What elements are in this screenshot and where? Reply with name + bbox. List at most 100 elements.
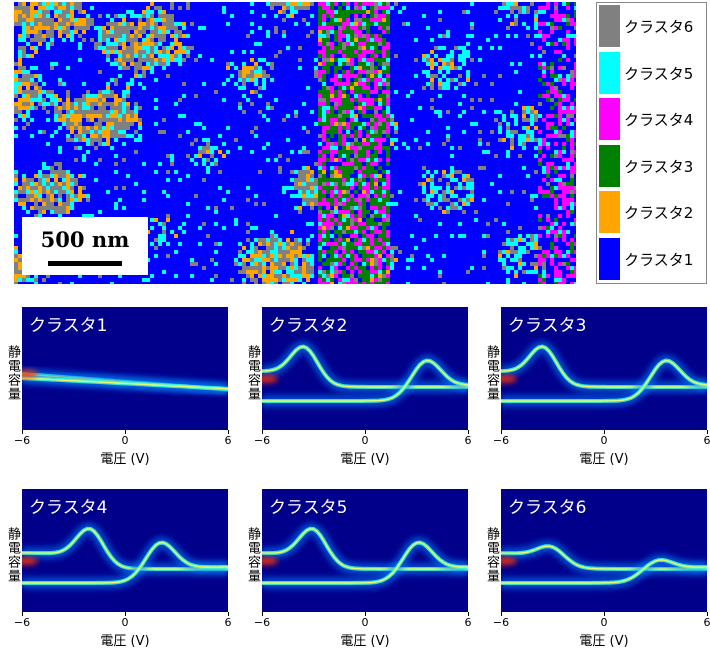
map-cell	[366, 274, 370, 278]
map-cell	[110, 146, 114, 150]
map-cell	[114, 170, 118, 174]
map-cell	[342, 50, 346, 54]
map-cell	[370, 182, 374, 186]
map-cell	[18, 106, 22, 110]
map-cell	[554, 254, 558, 258]
map-cell	[222, 82, 226, 86]
map-cell	[338, 90, 342, 94]
map-cell	[114, 186, 118, 190]
map-cell	[362, 210, 366, 214]
map-cell	[222, 10, 226, 14]
map-cell	[38, 14, 42, 18]
x-tick-mark	[500, 612, 502, 616]
map-cell	[350, 198, 354, 202]
map-cell	[346, 154, 350, 158]
map-cell	[338, 254, 342, 258]
map-cell	[334, 46, 338, 50]
map-cell	[178, 226, 182, 230]
map-cell	[326, 30, 330, 34]
map-cell	[142, 70, 146, 74]
map-cell	[258, 262, 262, 266]
map-cell	[194, 154, 198, 158]
map-cell	[322, 278, 326, 282]
map-cell	[258, 242, 262, 246]
map-cell	[74, 106, 78, 110]
map-cell	[326, 58, 330, 62]
map-cell	[90, 118, 94, 122]
map-cell	[334, 78, 338, 82]
map-cell	[90, 134, 94, 138]
map-cell	[374, 130, 378, 134]
map-cell	[330, 226, 334, 230]
map-cell	[306, 266, 310, 270]
map-cell	[322, 30, 326, 34]
map-cell	[322, 78, 326, 82]
map-cell	[182, 50, 186, 54]
map-cell	[566, 262, 570, 266]
map-cell	[18, 114, 22, 118]
map-cell	[66, 194, 70, 198]
map-cell	[302, 102, 306, 106]
map-cell	[526, 250, 530, 254]
map-cell	[330, 110, 334, 114]
map-cell	[558, 278, 562, 282]
map-cell	[330, 62, 334, 66]
map-cell	[406, 146, 410, 150]
map-cell	[18, 54, 22, 58]
map-cell	[314, 194, 318, 198]
map-cell	[78, 126, 82, 130]
map-cell	[70, 186, 74, 190]
map-cell	[454, 206, 458, 210]
map-cell	[362, 262, 366, 266]
map-cell	[350, 106, 354, 110]
map-cell	[38, 86, 42, 90]
map-cell	[382, 238, 386, 242]
map-cell	[254, 282, 258, 284]
map-cell	[514, 270, 518, 274]
map-cell	[342, 58, 346, 62]
map-cell	[294, 206, 298, 210]
map-cell	[362, 250, 366, 254]
map-cell	[438, 110, 442, 114]
map-cell	[318, 154, 322, 158]
map-cell	[274, 30, 278, 34]
map-cell	[354, 166, 358, 170]
map-cell	[246, 274, 250, 278]
map-cell	[562, 198, 566, 202]
map-cell	[558, 262, 562, 266]
map-cell	[306, 238, 310, 242]
map-cell	[378, 186, 382, 190]
map-cell	[378, 166, 382, 170]
map-cell	[22, 274, 26, 278]
map-cell	[462, 54, 466, 58]
map-cell	[142, 198, 146, 202]
map-cell	[106, 190, 110, 194]
map-cell	[570, 186, 574, 190]
map-cell	[74, 118, 78, 122]
map-cell	[338, 82, 342, 86]
map-cell	[314, 178, 318, 182]
map-cell	[438, 178, 442, 182]
map-cell	[290, 2, 294, 6]
map-cell	[318, 178, 322, 182]
map-cell	[130, 14, 134, 18]
map-cell	[522, 22, 526, 26]
map-cell	[538, 6, 542, 10]
map-cell	[342, 198, 346, 202]
map-cell	[142, 46, 146, 50]
map-cell	[526, 118, 530, 122]
map-cell	[314, 190, 318, 194]
map-cell	[322, 106, 326, 110]
map-cell	[294, 2, 298, 6]
map-cell	[454, 86, 458, 90]
map-cell	[362, 86, 366, 90]
map-cell	[370, 218, 374, 222]
map-cell	[330, 282, 334, 284]
map-cell	[58, 194, 62, 198]
map-cell	[66, 182, 70, 186]
map-cell	[18, 34, 22, 38]
map-cell	[334, 74, 338, 78]
map-cell	[554, 218, 558, 222]
map-cell	[370, 226, 374, 230]
map-cell	[370, 282, 374, 284]
